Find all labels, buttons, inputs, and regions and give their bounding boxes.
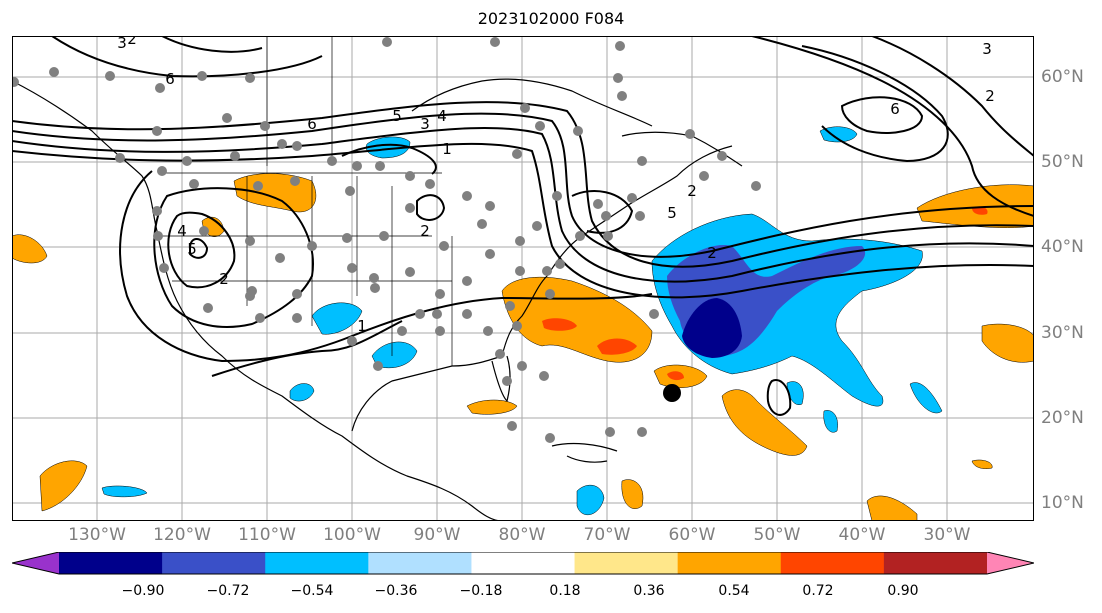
contour-label: 2	[219, 270, 229, 288]
colorbar-segment	[883, 552, 988, 574]
lon-label: 40°W	[838, 525, 886, 545]
contour-label: 5	[187, 240, 197, 258]
colorbar-tick-label: −0.36	[374, 583, 418, 599]
storm-center-marker	[663, 384, 681, 402]
colorbar-extend-max	[987, 552, 1034, 574]
map-title: 2023102000 F084	[477, 9, 625, 28]
lat-label: 20°N	[1041, 408, 1084, 428]
contour-label: 2	[687, 182, 697, 200]
colorbar-tick-label: 0.18	[549, 583, 581, 599]
contour-label: 2	[985, 87, 995, 105]
lon-label: 70°W	[583, 525, 631, 545]
contour-label: 6	[165, 70, 175, 88]
colorbar-segment	[471, 552, 576, 574]
contour-label: 3	[420, 115, 430, 133]
colorbar-tick-label: 0.72	[802, 583, 834, 599]
lon-label: 130°W	[68, 525, 126, 545]
colorbar-segment	[162, 552, 266, 574]
colorbar-segment	[677, 552, 782, 574]
colorbar-tick-label: 0.54	[718, 583, 750, 599]
lon-label: 60°W	[668, 525, 716, 545]
lat-label: 60°N	[1041, 67, 1084, 87]
colorbar-tick-label: −0.18	[459, 583, 503, 599]
colorbar-tick-label: 0.36	[633, 583, 665, 599]
lon-label: 100°W	[323, 525, 381, 545]
contour-label: 5	[667, 204, 677, 222]
contour-label: 5	[392, 107, 402, 125]
colorbar-tick-label: 0.90	[887, 583, 919, 599]
colorbar-segment	[59, 552, 163, 574]
lat-label: 40°N	[1041, 237, 1084, 257]
colorbar-segment	[574, 552, 679, 574]
map-plot: 6 6 5 3 4 1 5 2 2 2 2 3 2 6 3 2 1 5 4	[12, 36, 1034, 521]
colorbar-segment	[780, 552, 885, 574]
contour-label: 6	[307, 115, 317, 133]
colorbar-segment	[265, 552, 369, 574]
colorbar-tick-label: −0.54	[290, 583, 334, 599]
contour-label-group: 6 6 5 3 4 1 5 2 2 2 2 3 2 6 3 2 1 5 4	[117, 36, 995, 335]
colorbar-outline	[12, 552, 1034, 575]
contour-label: 6	[890, 100, 900, 118]
lat-label: 10°N	[1041, 493, 1084, 513]
lon-label: 80°W	[498, 525, 546, 545]
contour-label: 3	[982, 40, 992, 58]
contour-label: 4	[177, 222, 187, 240]
contour-label: 1	[442, 140, 452, 158]
colorbar-tick-label: −0.72	[206, 583, 250, 599]
colorbar-extend-min	[12, 552, 59, 574]
lon-label: 120°W	[153, 525, 211, 545]
station-markers	[12, 37, 761, 443]
lat-label: 30°N	[1041, 323, 1084, 343]
contour-label: 1	[357, 317, 367, 335]
colorbar-tick-label: −0.90	[121, 583, 165, 599]
height-contours	[12, 36, 1034, 416]
lon-label: 30°W	[923, 525, 971, 545]
contour-label: 2	[127, 36, 137, 48]
lon-label: 110°W	[238, 525, 296, 545]
negative-anomaly-dark	[682, 298, 742, 358]
contour-label: 2	[420, 222, 430, 240]
colorbar-segment	[368, 552, 472, 574]
lon-label: 90°W	[413, 525, 461, 545]
contour-label: 2	[707, 244, 717, 262]
colorbar	[12, 552, 1034, 575]
lat-label: 50°N	[1041, 152, 1084, 172]
contour-label: 3	[117, 36, 127, 52]
shaded-fields	[12, 126, 1034, 521]
contour-label: 4	[437, 107, 447, 125]
lon-label: 50°W	[753, 525, 801, 545]
